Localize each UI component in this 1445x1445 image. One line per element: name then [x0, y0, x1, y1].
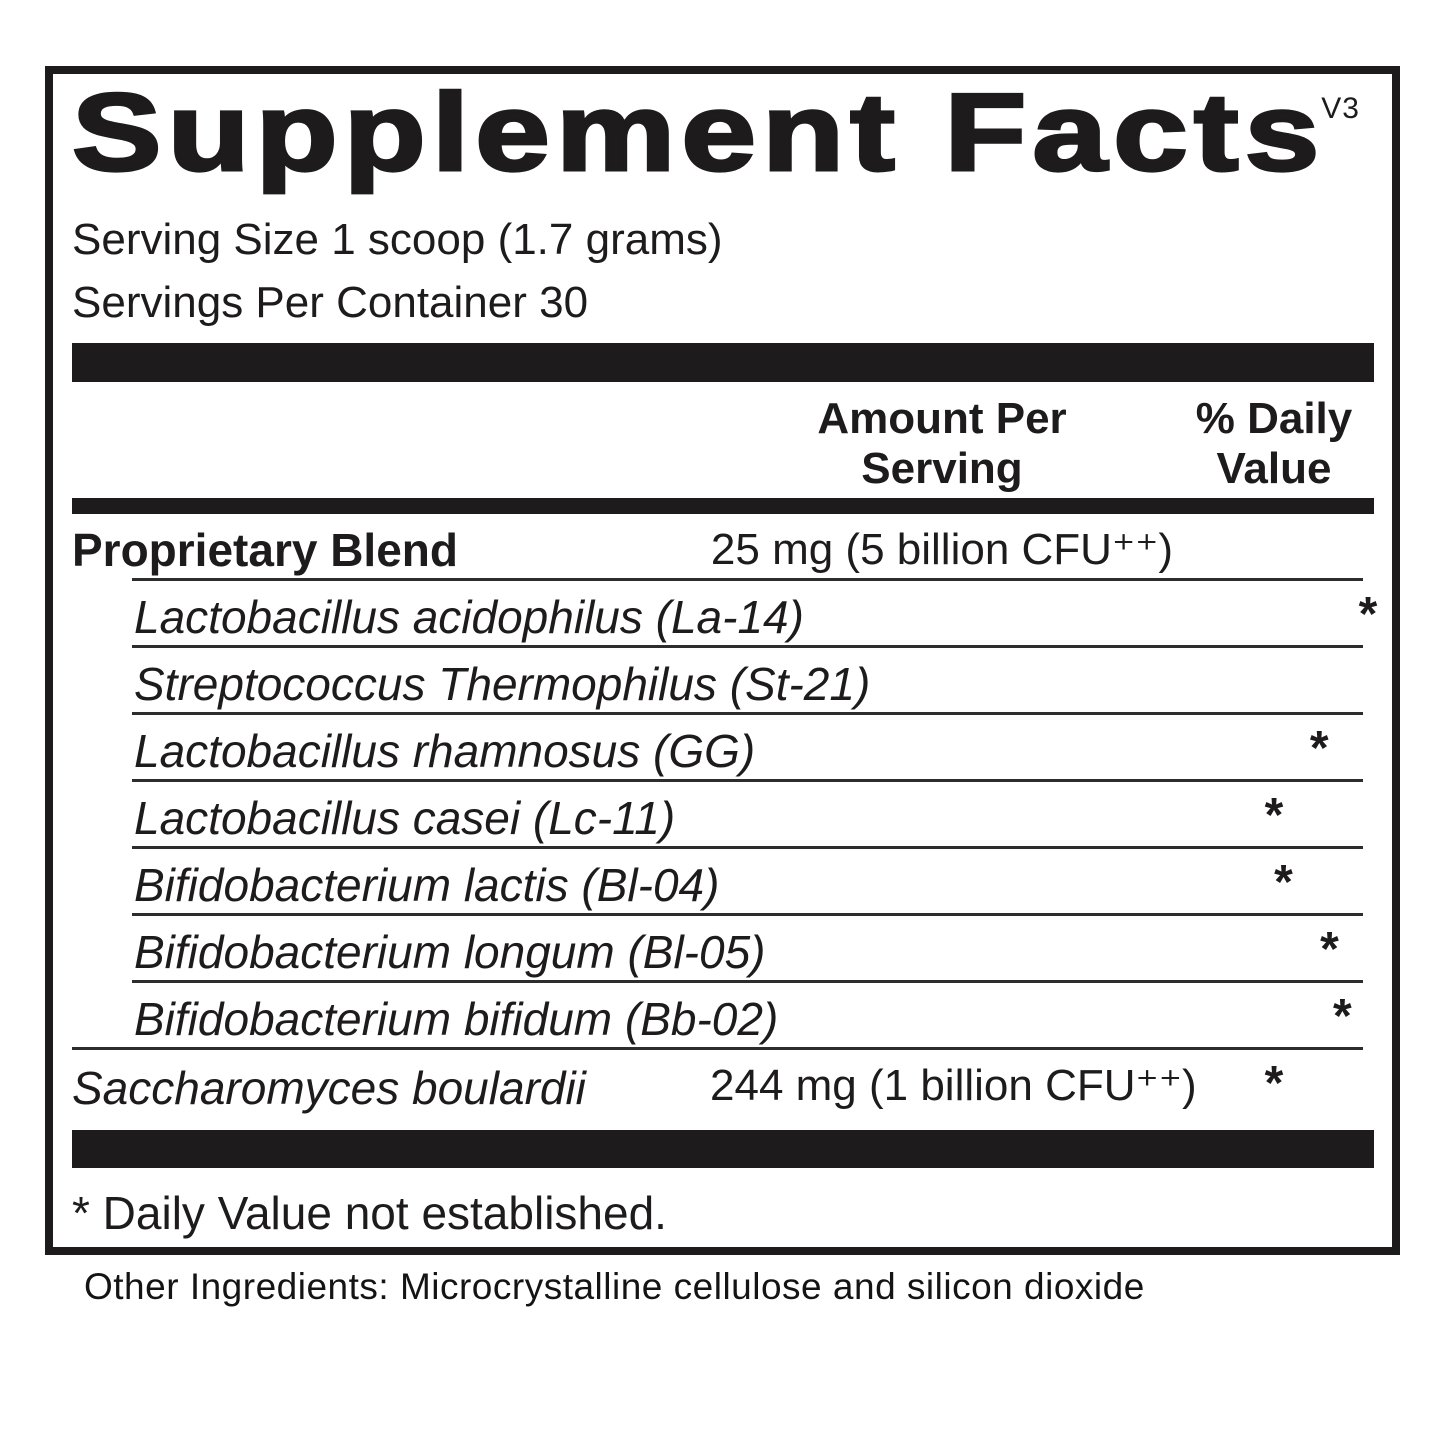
row-divider [132, 846, 1363, 849]
ingredient-daily-value [1174, 514, 1374, 524]
row-divider [132, 578, 1363, 581]
ingredient-name: Lactobacillus acidophilus (La-14) [134, 591, 804, 643]
ingredient-amount: 244 mg (1 billion CFU⁺⁺) [710, 1061, 1197, 1110]
table-row-proprietary-blend: Proprietary Blend 25 mg (5 billion CFU⁺⁺… [72, 514, 1374, 578]
table-row-bifidobacterium-bifidum: Bifidobacterium bifidum (Bb-02) * [72, 983, 1374, 1047]
ingredient-daily-value: * [1274, 856, 1293, 909]
ingredient-amount [870, 648, 1334, 661]
supplement-facts-panel: Supplement Facts V3 Serving Size 1 scoop… [45, 66, 1400, 1255]
amount-per-serving-header: Amount Per Serving [817, 394, 1067, 493]
thick-divider-bottom [72, 1130, 1374, 1168]
row-divider [132, 779, 1363, 782]
ingredient-amount [804, 581, 1268, 594]
ingredient-name: Lactobacillus rhamnosus (GG) [134, 725, 756, 777]
ingredient-name: Lactobacillus casei (Lc-11) [134, 792, 676, 844]
ingredient-daily-value: * [1264, 789, 1284, 842]
ingredient-daily-value: * [1358, 588, 1378, 641]
servings-per-container-text: Servings Per Container 30 [72, 278, 589, 327]
other-ingredients-text: Other Ingredients: Microcrystalline cell… [84, 1266, 1145, 1307]
thick-divider-top [72, 343, 1374, 382]
ingredient-name: Proprietary Blend [72, 524, 458, 576]
table-row-lactobacillus-rhamnosus: Lactobacillus rhamnosus (GG) * [72, 715, 1374, 779]
ingredient-amount [710, 782, 1174, 795]
ingredient-daily-value: * [1332, 990, 1352, 1043]
ingredient-name: Bifidobacterium bifidum (Bb-02) [134, 993, 779, 1045]
table-row-lactobacillus-acidophilus: Lactobacillus acidophilus (La-14) * [72, 581, 1377, 645]
ingredient-name: Bifidobacterium lactis (Bl-04) [134, 859, 720, 911]
table-row-saccharomyces-boulardii: Saccharomyces boulardii 244 mg (1 billio… [72, 1050, 1374, 1127]
ingredient-daily-value: * [1320, 923, 1339, 976]
ingredient-name: Saccharomyces boulardii [72, 1062, 586, 1114]
table-row-bifidobacterium-longum: Bifidobacterium longum (Bl-05) * [72, 916, 1374, 980]
column-header-row: Amount Per Serving % Daily Value [72, 382, 1374, 494]
version-tag: V3 [1321, 92, 1360, 125]
table-row-streptococcus-thermophilus: Streptococcus Thermophilus (St-21) * [72, 648, 1374, 712]
serving-size-text: Serving Size 1 scoop (1.7 grams) [72, 215, 723, 264]
row-divider [132, 645, 1363, 648]
row-divider [132, 980, 1363, 983]
ingredient-daily-value: * [1309, 722, 1329, 775]
ingredient-name: Bifidobacterium longum (Bl-05) [134, 926, 766, 978]
ingredient-name: Streptococcus Thermophilus (St-21) [134, 658, 871, 710]
ingredient-amount: 25 mg (5 billion CFU⁺⁺) [710, 525, 1174, 574]
title-row: Supplement Facts V3 [70, 71, 1374, 196]
row-divider-full [72, 1047, 1363, 1050]
row-divider [132, 712, 1363, 715]
ingredient-daily-value: * [1334, 648, 1392, 706]
row-divider [132, 913, 1363, 916]
table-row-lactobacillus-casei: Lactobacillus casei (Lc-11) * [72, 782, 1374, 846]
ingredient-amount [766, 916, 1230, 929]
daily-value-header: % Daily Value [1195, 394, 1353, 493]
page-title: Supplement Facts [70, 71, 1326, 194]
thick-divider-header [72, 498, 1374, 514]
ingredient-amount [778, 983, 1242, 996]
ingredient-amount [719, 849, 1183, 862]
ingredient-amount [755, 715, 1219, 728]
table-row-bifidobacterium-lactis: Bifidobacterium lactis (Bl-04) * [72, 849, 1374, 913]
ingredient-daily-value: * [1264, 1057, 1284, 1110]
daily-value-footnote: * Daily Value not established. [72, 1187, 667, 1239]
